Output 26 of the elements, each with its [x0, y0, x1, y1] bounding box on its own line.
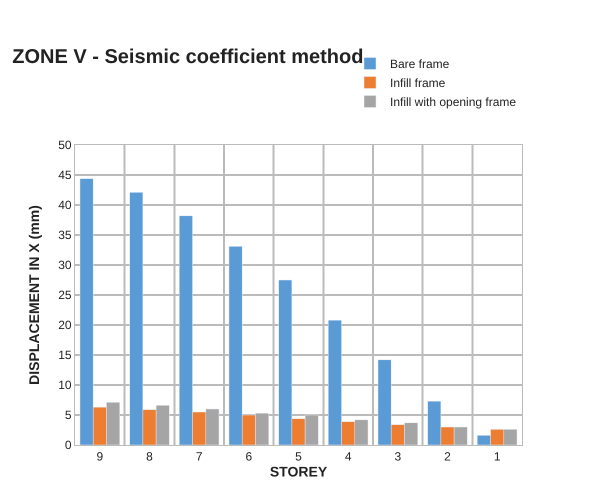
y-axis-title: DISPLACEMENT IN X (mm): [26, 205, 42, 385]
y-tick-label: 30: [58, 258, 72, 272]
x-axis-title: STOREY: [270, 463, 328, 480]
x-tick-label: 4: [344, 449, 352, 464]
x-tick-label: 9: [96, 449, 104, 464]
y-tick-label: 50: [58, 138, 72, 152]
y-tick-label: 35: [58, 228, 72, 242]
x-tick-label: 3: [394, 449, 402, 464]
x-tick-label: 5: [295, 449, 302, 464]
y-tick-label: 45: [58, 168, 72, 182]
x-tick-label: 2: [444, 449, 452, 464]
y-tick-label: 40: [58, 198, 72, 212]
y-tick-label: 15: [58, 348, 72, 362]
x-tick-label: 6: [245, 449, 252, 464]
legend-label: Bare frame: [390, 57, 450, 72]
y-tick-label: 20: [58, 318, 72, 332]
x-tick-label: 7: [196, 449, 203, 464]
legend-label: Infill with opening frame: [390, 95, 516, 110]
y-tick-label: 0: [64, 438, 72, 452]
chart-title: ZONE V - Seismic coefficient method: [12, 46, 364, 68]
y-tick-label: 5: [64, 408, 72, 422]
y-tick-label: 25: [58, 288, 72, 302]
legend-label: Infill frame: [390, 76, 446, 90]
x-tick-label: 8: [146, 449, 154, 464]
x-tick-label: 1: [494, 449, 501, 464]
y-tick-label: 10: [58, 378, 72, 392]
